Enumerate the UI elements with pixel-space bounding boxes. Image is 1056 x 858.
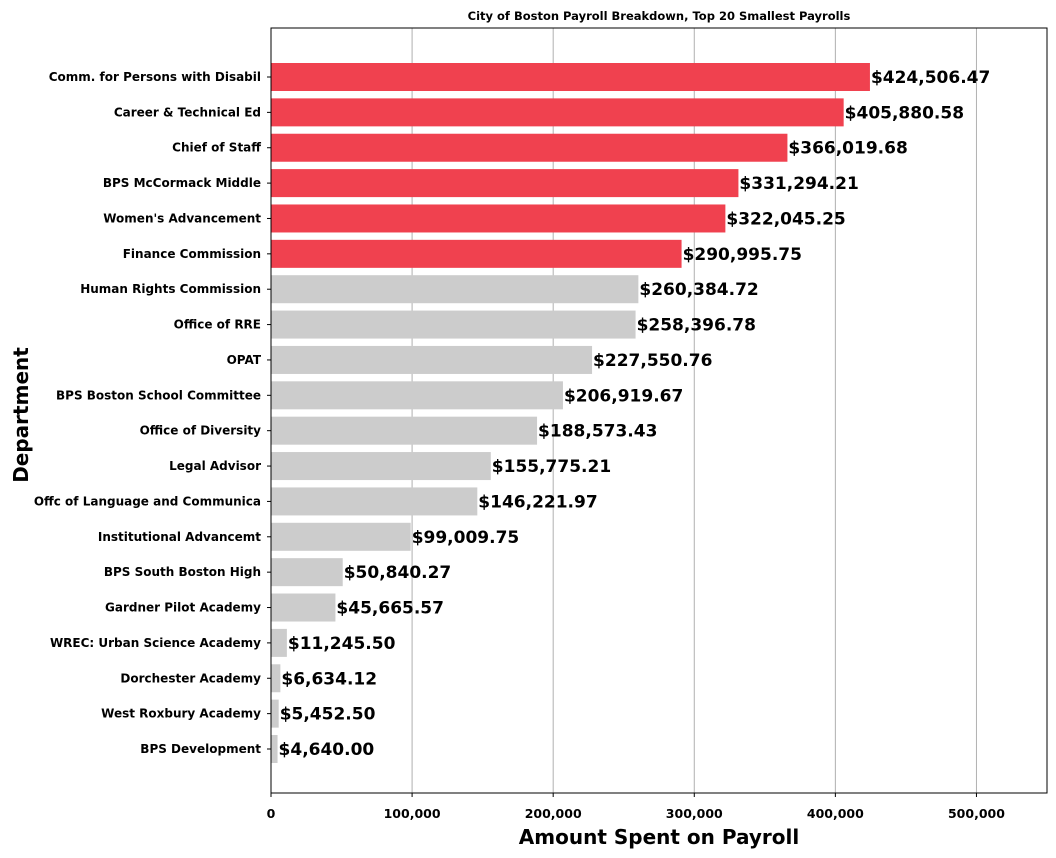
bar: [271, 593, 336, 622]
bar: [271, 133, 788, 162]
bar: [271, 239, 682, 268]
x-tick-label: 100,000: [384, 806, 441, 821]
bar-value-label: $50,840.27: [344, 563, 452, 583]
y-tick-label: BPS McCormack Middle: [103, 176, 261, 190]
y-tick-label: Finance Commission: [123, 247, 261, 261]
bar: [271, 63, 870, 91]
y-tick-label: Office of RRE: [174, 318, 261, 332]
bar-value-label: $155,775.21: [492, 457, 611, 477]
bar: [271, 275, 639, 304]
x-tick-label: 0: [267, 806, 276, 821]
x-axis-title: Amount Spent on Payroll: [519, 825, 799, 849]
bar: [271, 522, 411, 551]
bar: [271, 381, 563, 410]
y-tick-labels: Comm. for Persons with Disabil Career & T…: [34, 70, 271, 756]
bar-value-label: $6,634.12: [281, 669, 377, 689]
y-tick-label: Office of Diversity: [140, 424, 262, 438]
y-tick-label: Institutional Advancemt: [98, 530, 261, 544]
x-tick-label: 400,000: [807, 806, 864, 821]
bar: [271, 169, 739, 198]
y-tick-label: Career & Technical Ed: [114, 105, 261, 119]
y-axis-title: Department: [9, 347, 33, 483]
bar-value-label: $322,045.25: [726, 209, 845, 229]
bar-value-label: $424,506.47: [871, 68, 990, 88]
bar-value-label: $206,919.67: [564, 386, 683, 406]
bar: [271, 310, 636, 339]
y-tick-label: Women's Advancement: [103, 211, 261, 225]
x-tick-label: 500,000: [948, 806, 1005, 821]
bar-value-label: $258,396.78: [637, 316, 756, 336]
bar-value-label: $260,384.72: [639, 280, 758, 300]
bar: [271, 558, 343, 587]
bar-value-label: $146,221.97: [478, 492, 597, 512]
bar-value-label: $45,665.57: [336, 599, 444, 619]
bar-value-label: $4,640.00: [279, 740, 375, 760]
bar: [271, 345, 593, 374]
y-tick-label: BPS South Boston High: [104, 565, 261, 579]
y-tick-label: Human Rights Commission: [80, 282, 261, 296]
bar-value-label: $331,294.21: [739, 174, 858, 194]
y-tick-label: OPAT: [227, 353, 262, 367]
bar: [271, 628, 287, 657]
y-tick-label: Gardner Pilot Academy: [105, 601, 261, 615]
bar: [271, 487, 478, 516]
bar: [271, 735, 278, 763]
x-ticks: 0 100,000 200,000 300,000 400,000 500,000: [267, 793, 1005, 821]
bar: [271, 452, 491, 481]
bar-value-label: $405,880.58: [845, 103, 964, 123]
x-tick-label: 300,000: [666, 806, 723, 821]
y-tick-label: Offc of Language and Communica: [34, 494, 261, 508]
plot-frame: [270, 27, 1048, 794]
bar-value-label: $5,452.50: [280, 705, 376, 725]
y-tick-label: Legal Advisor: [169, 459, 261, 473]
bar: [271, 416, 538, 445]
y-tick-label: WREC: Urban Science Academy: [50, 636, 261, 650]
y-tick-label: West Roxbury Academy: [101, 707, 261, 721]
bar-value-label: $99,009.75: [412, 528, 520, 548]
chart-title: City of Boston Payroll Breakdown, Top 20…: [468, 9, 851, 23]
bar: [271, 699, 279, 728]
data-labels: $424,506.47 $405,880.58 $366,019.68 $331,29…: [279, 68, 991, 760]
bar-value-label: $290,995.75: [683, 245, 802, 265]
y-tick-label: Dorchester Academy: [120, 671, 261, 685]
y-tick-label: Comm. for Persons with Disabil: [49, 70, 261, 84]
bar: [271, 98, 844, 127]
bar-value-label: $227,550.76: [593, 351, 712, 371]
bars: [271, 63, 870, 763]
bar: [271, 664, 281, 693]
x-tick-label: 200,000: [525, 806, 582, 821]
bar-value-label: $11,245.50: [288, 634, 396, 654]
y-tick-label: BPS Development: [140, 742, 261, 756]
bar: [271, 204, 726, 233]
y-tick-label: BPS Boston School Committee: [56, 388, 261, 402]
bar-value-label: $366,019.68: [788, 139, 907, 159]
bar-value-label: $188,573.43: [538, 422, 657, 442]
y-tick-label: Chief of Staff: [172, 141, 261, 155]
